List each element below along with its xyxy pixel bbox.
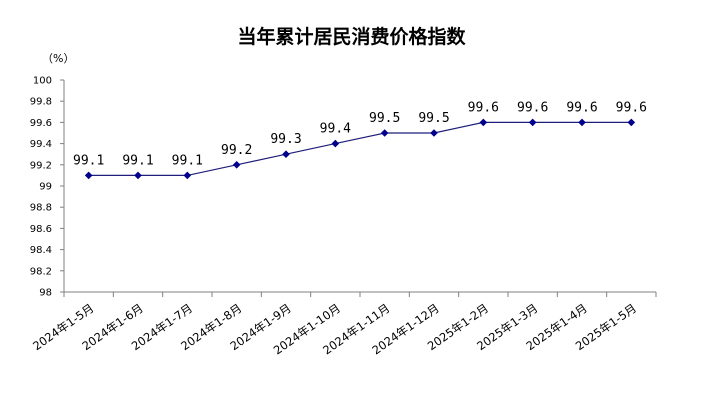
y-tick-label: 99.6 [30, 118, 52, 129]
y-tick-label: 98.6 [30, 224, 52, 235]
y-tick-label: 98.2 [30, 266, 52, 277]
data-label: 99.3 [270, 132, 301, 147]
data-point [282, 150, 290, 158]
chart-title: 当年累计居民消费价格指数 [237, 26, 466, 48]
y-axis-unit: （%） [42, 52, 75, 65]
data-label: 99.6 [566, 100, 597, 115]
data-label: 99.6 [517, 100, 548, 115]
series-line [88, 121, 632, 176]
y-tick-label: 98.4 [30, 245, 52, 256]
y-tick-label: 99.4 [30, 139, 52, 150]
data-label: 99.5 [369, 111, 400, 126]
data-point [134, 171, 142, 180]
data-point [183, 171, 192, 180]
data-point [380, 129, 389, 137]
data-label: 99.6 [616, 100, 647, 115]
y-tick-label: 99.2 [30, 160, 52, 171]
data-label: 99.6 [468, 100, 499, 115]
data-point [528, 118, 537, 127]
data-label: 99.5 [418, 111, 449, 126]
y-tick-label: 100 [33, 76, 52, 87]
data-point [627, 118, 636, 127]
data-label: 99.4 [320, 122, 351, 137]
y-tick-label: 98.8 [30, 203, 52, 214]
y-tick-label: 99.8 [30, 97, 52, 108]
data-point [232, 161, 241, 169]
y-tick-label: 99 [39, 182, 52, 193]
data-point [84, 171, 93, 180]
data-label: 99.1 [172, 153, 203, 168]
data-label: 99.2 [221, 143, 252, 158]
data-point [578, 118, 586, 127]
data-label: 99.1 [122, 153, 153, 168]
data-label: 99.1 [73, 153, 104, 168]
data-point [430, 129, 438, 137]
data-point [331, 139, 340, 148]
y-tick-label: 98 [39, 288, 52, 299]
data-point [479, 118, 488, 127]
